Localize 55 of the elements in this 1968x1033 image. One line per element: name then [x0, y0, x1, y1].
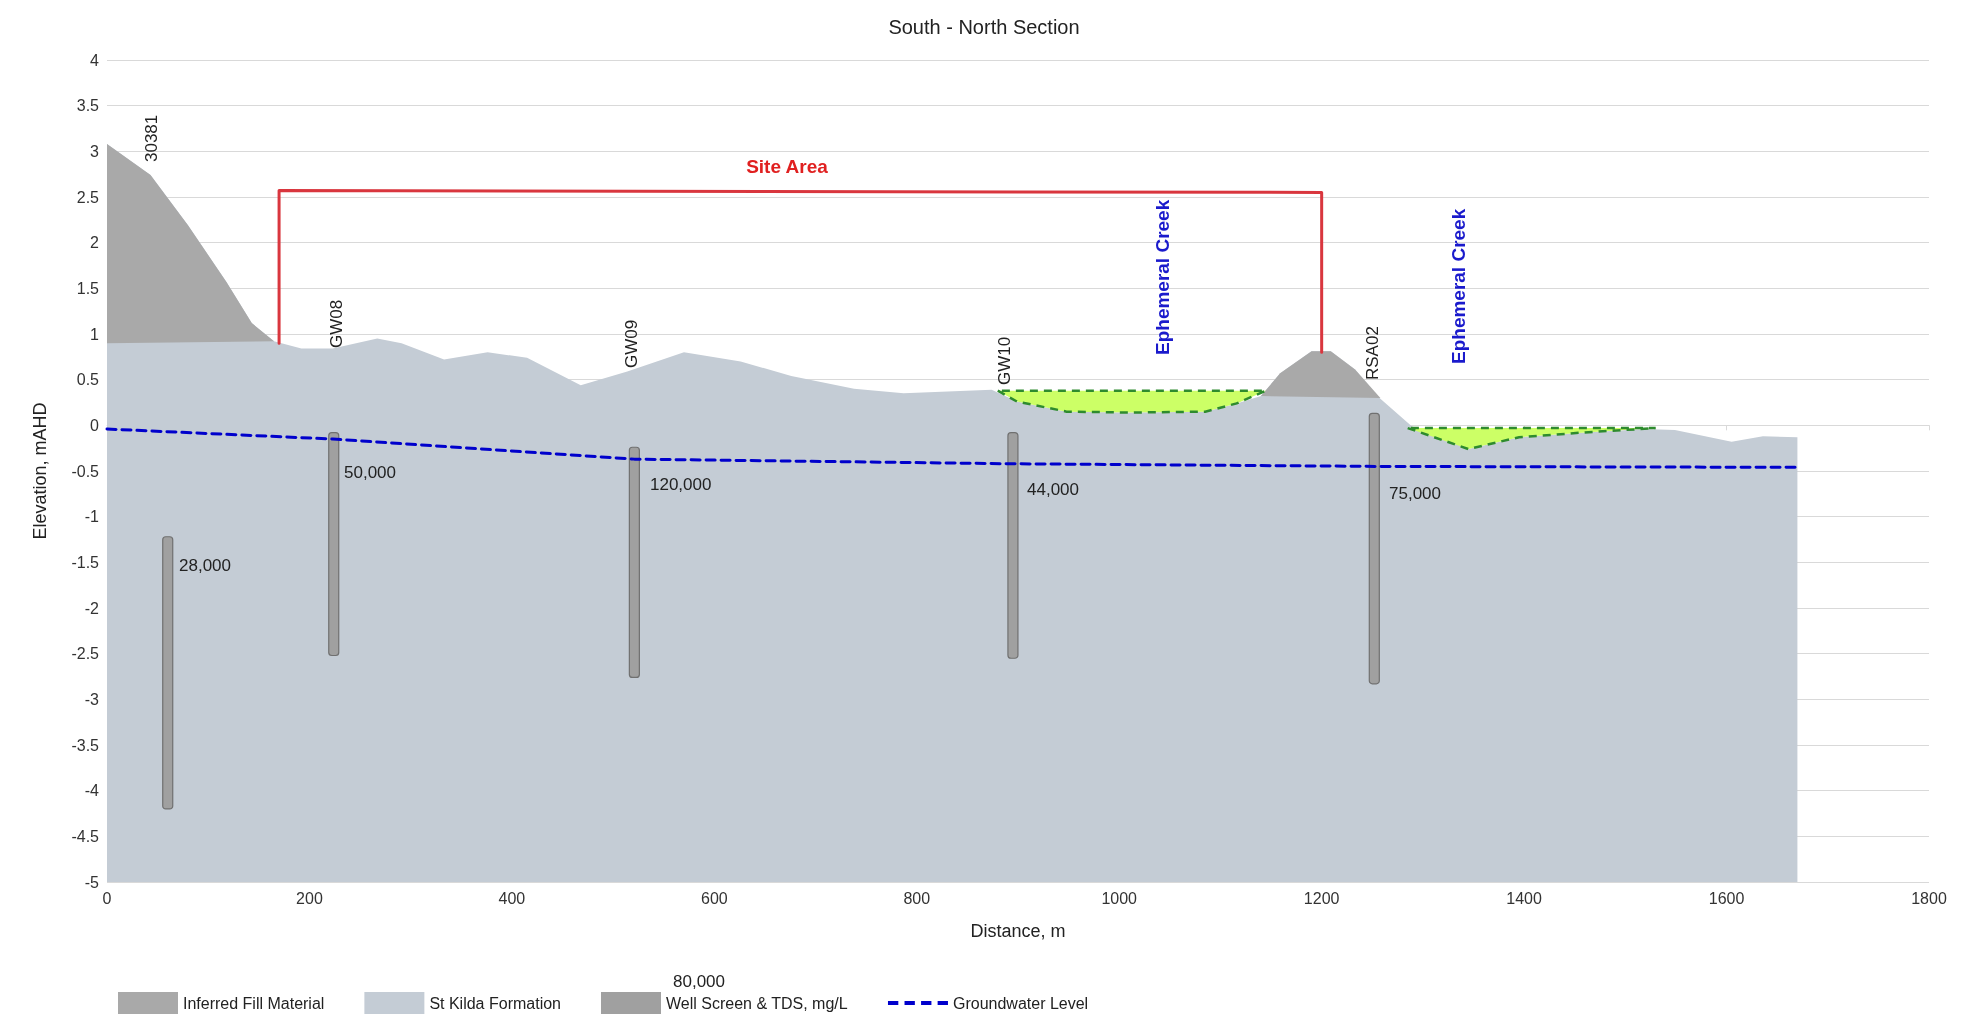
y-tick-label: 0.5: [76, 371, 100, 389]
annotation: Ephemeral Creek: [1151, 199, 1173, 355]
y-tick-label: 1: [90, 325, 100, 343]
x-tick-label: 800: [903, 889, 931, 907]
y-tick-label: -1.5: [71, 553, 100, 571]
legend-label: Well Screen & TDS, mg/L: [665, 994, 848, 1012]
y-tick-label: -2: [84, 599, 100, 617]
annotation: Ephemeral Creek: [1447, 208, 1469, 364]
annotation: 50,000: [344, 462, 396, 482]
y-tick-label: -0.5: [71, 462, 100, 480]
y-tick-label: 3: [90, 142, 100, 160]
y-tick-label: -3: [84, 690, 100, 708]
text: 80,000: [673, 971, 725, 991]
y-tick-label: -1: [84, 508, 100, 526]
x-tick-label: 1200: [1303, 889, 1340, 907]
annotation: GW08: [326, 299, 346, 348]
bar: [628, 446, 640, 679]
legend-label: St Kilda Formation: [429, 994, 561, 1012]
annotation: 44,000: [1027, 479, 1079, 499]
bar: [162, 536, 174, 810]
y-tick-label: 3.5: [76, 97, 100, 115]
annotation: RSA02: [1362, 326, 1382, 380]
y-tick-label: -3.5: [71, 736, 100, 754]
bar: [1007, 432, 1019, 659]
y-tick-label: -4.5: [71, 827, 100, 845]
annotation: Site Area: [746, 155, 829, 177]
y-tick-label: -5: [84, 873, 100, 891]
chart-title: South - North Section: [888, 16, 1080, 38]
y-tick-label: 2: [90, 234, 100, 252]
x-tick-label: 600: [700, 889, 728, 907]
x-tick-label: 400: [498, 889, 526, 907]
y-axis-title: Elevation, mAHD: [30, 402, 50, 540]
annotation: 30381: [141, 114, 161, 162]
annotation: 120,000: [650, 474, 712, 494]
y-tick-label: 4: [90, 51, 100, 69]
x-tick-label: 1800: [1911, 889, 1947, 907]
x-axis-title: Distance, m: [970, 921, 1066, 941]
y-tick-label: -4: [84, 782, 100, 800]
annotation: GW10: [994, 336, 1014, 385]
legend-label: Groundwater Level: [952, 994, 1089, 1012]
x-tick-label: 1600: [1708, 889, 1745, 907]
annotation: 75,000: [1389, 483, 1441, 503]
bar: [328, 432, 340, 657]
y-tick-label: 0: [90, 416, 100, 434]
annotation: GW09: [621, 319, 641, 368]
y-tick-label: 2.5: [76, 188, 100, 206]
y-tick-label: 1.5: [76, 279, 100, 297]
x-tick-label: 1000: [1101, 889, 1138, 907]
legend-label: Inferred Fill Material: [183, 994, 325, 1012]
annotation: 28,000: [179, 555, 231, 575]
x-tick-label: 0: [102, 889, 112, 907]
y-tick-label: -2.5: [71, 645, 100, 663]
x-tick-label: 1400: [1506, 889, 1543, 907]
x-tick-label: 200: [296, 889, 323, 907]
bar: [1368, 412, 1380, 685]
